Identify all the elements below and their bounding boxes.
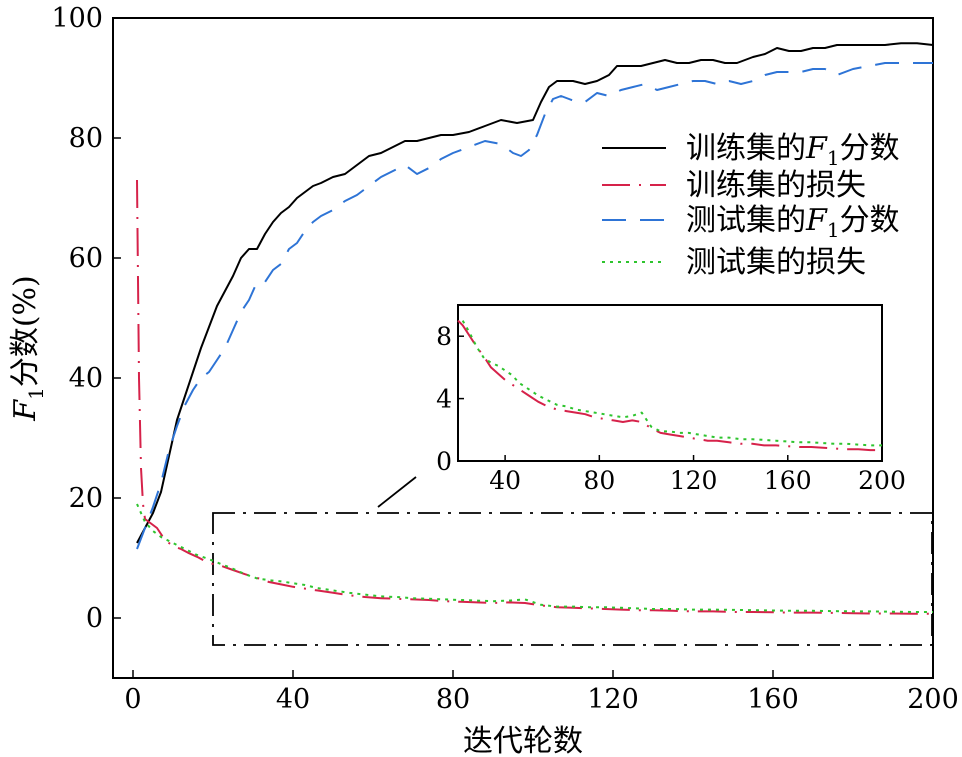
x-axis-title: 迭代轮数 [463, 724, 583, 757]
y-tick-label: 80 [69, 123, 103, 154]
y-tick-label: 60 [69, 243, 103, 274]
series-line-train-f1 [136, 42, 934, 544]
legend-entry-test-f1: 测试集的F1分数 [602, 203, 900, 242]
y-axis-title-text: 分数(%) [8, 275, 43, 387]
zoom-connector-line [377, 476, 417, 508]
y-tick-label: 40 [69, 363, 103, 394]
y-axis-title-subscript: 1 [24, 387, 48, 400]
legend-label-test-f1-prefix: 测试集的 [686, 203, 806, 238]
legend-label-train-f1: 训练集的F1分数 [686, 131, 900, 170]
inset-x-tick-label: 120 [670, 466, 718, 495]
y-tick-label: 100 [51, 3, 103, 34]
y-axis-title-symbol: F [8, 399, 43, 422]
inset-series-line-test-loss [461, 320, 882, 447]
legend-label-test-f1-subscript: 1 [827, 218, 840, 242]
legend-label-train-f1-subscript: 1 [827, 146, 840, 170]
inset-x-tick-label: 200 [858, 466, 906, 495]
x-tick-label: 80 [436, 684, 470, 715]
inset-series-lines [457, 319, 882, 452]
inset-x-tick-label: 160 [764, 466, 812, 495]
inset-axis-ticks: 40 80 120 160 200 0 4 8 [436, 322, 906, 495]
y-tick-label: 0 [86, 603, 103, 634]
series-line-train-loss [136, 179, 933, 615]
inset-y-tick-label: 4 [436, 385, 452, 414]
inset-x-tick-label: 80 [583, 466, 615, 495]
legend-label-train-f1-prefix: 训练集的 [686, 131, 806, 166]
legend-label-test-f1: 测试集的F1分数 [686, 203, 900, 242]
y-tick-label: 20 [69, 483, 103, 514]
legend-label-train-f1-symbol: F [805, 131, 828, 166]
series-line-test-f1 [136, 62, 933, 550]
inset-plot: 40 80 120 160 200 0 4 8 [436, 304, 906, 495]
x-tick-label: 160 [747, 684, 799, 715]
series-line-test-loss [136, 503, 933, 613]
legend-entry-test-loss: 测试集的损失 [602, 245, 866, 280]
inset-background [458, 305, 882, 461]
x-tick-label: 200 [907, 684, 959, 715]
main-series-lines [136, 42, 934, 615]
x-tick-label: 0 [124, 684, 141, 715]
inset-x-tick-label: 40 [489, 466, 521, 495]
inset-frame [457, 304, 883, 462]
legend-entry-train-f1: 训练集的F1分数 [602, 131, 900, 170]
chart-legend: 训练集的F1分数 训练集的损失 测试集的F1分数 测试集的损失 [602, 131, 900, 280]
x-tick-label: 120 [587, 684, 639, 715]
legend-label-test-loss: 测试集的损失 [686, 245, 866, 280]
main-plot-frame [112, 17, 934, 679]
y-axis-title: F1分数(%) [8, 275, 48, 421]
legend-label-test-f1-symbol: F [805, 203, 828, 238]
legend-entry-train-loss: 训练集的损失 [602, 168, 866, 203]
x-tick-label: 40 [276, 684, 310, 715]
zoom-region-box [212, 476, 933, 646]
inset-y-tick-label: 8 [436, 322, 452, 351]
zoom-region-rect [212, 512, 933, 646]
legend-label-train-loss: 训练集的损失 [686, 168, 866, 203]
legend-label-test-f1-suffix: 分数 [840, 203, 900, 238]
inset-y-tick-label: 0 [436, 447, 452, 476]
legend-label-train-f1-suffix: 分数 [840, 131, 900, 166]
